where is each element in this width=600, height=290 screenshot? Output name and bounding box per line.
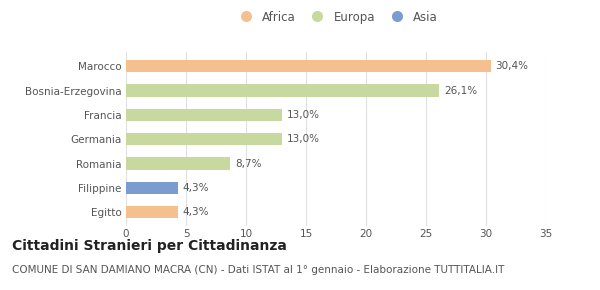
Bar: [126, 206, 178, 218]
Legend: Africa, Europa, Asia: Africa, Europa, Asia: [229, 6, 443, 28]
Text: 13,0%: 13,0%: [287, 134, 320, 144]
Text: 26,1%: 26,1%: [444, 86, 477, 95]
Text: 4,3%: 4,3%: [182, 183, 209, 193]
Text: 4,3%: 4,3%: [182, 207, 209, 217]
Text: COMUNE DI SAN DAMIANO MACRA (CN) - Dati ISTAT al 1° gennaio - Elaborazione TUTTI: COMUNE DI SAN DAMIANO MACRA (CN) - Dati …: [12, 265, 505, 275]
Text: 30,4%: 30,4%: [496, 61, 529, 71]
Bar: [126, 109, 282, 121]
Bar: [126, 182, 178, 194]
Text: 13,0%: 13,0%: [287, 110, 320, 120]
Bar: [126, 157, 230, 170]
Bar: [126, 133, 282, 145]
Bar: [126, 60, 491, 72]
Text: 8,7%: 8,7%: [235, 159, 262, 168]
Text: Cittadini Stranieri per Cittadinanza: Cittadini Stranieri per Cittadinanza: [12, 239, 287, 253]
Bar: [126, 84, 439, 97]
